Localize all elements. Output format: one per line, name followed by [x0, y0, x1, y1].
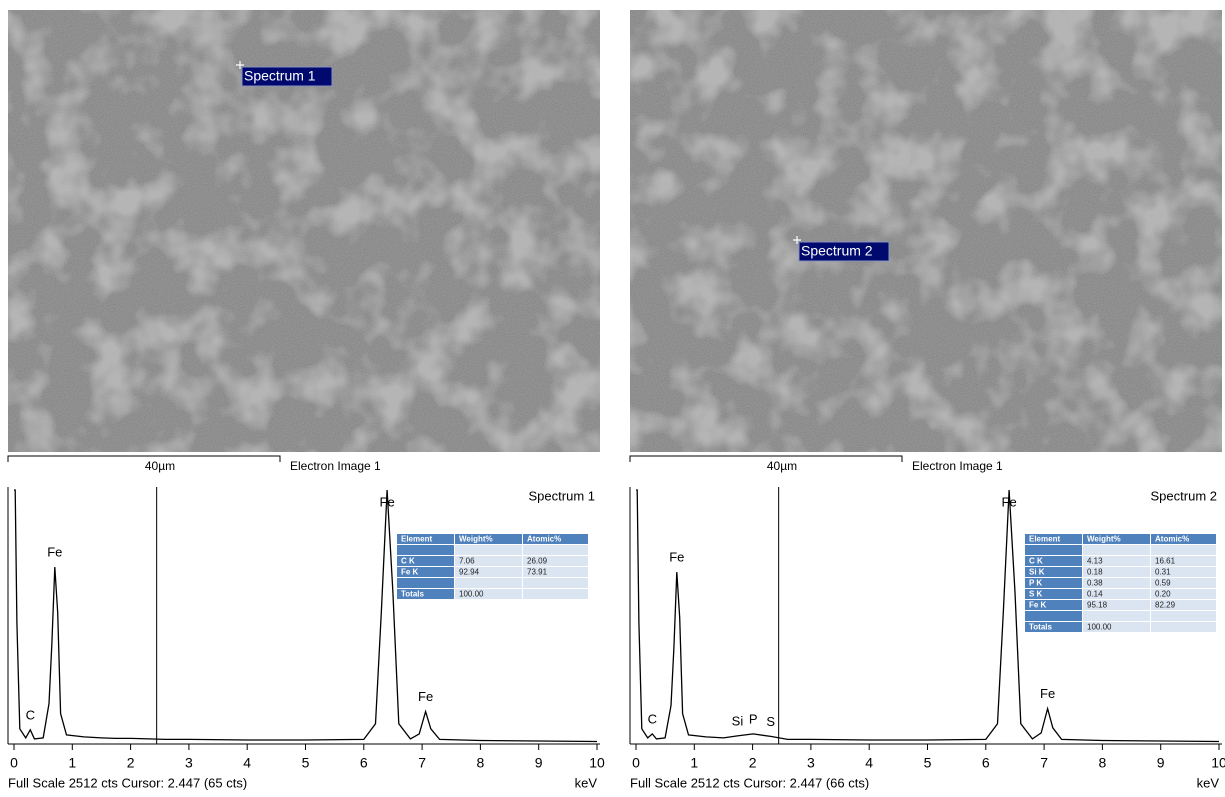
footer: Full Scale 2512 cts Cursor: 2.447 (66 ct…: [630, 775, 869, 790]
image-label: Electron Image 1: [912, 459, 1003, 473]
table-cell: [1151, 545, 1216, 555]
table-text: 82.29: [1155, 601, 1176, 610]
x-tick-label: 2: [749, 755, 757, 771]
table-text: Weight%: [459, 535, 493, 544]
table-text: 0.20: [1155, 590, 1171, 599]
table-cell: [397, 545, 454, 555]
spectrum-line: [14, 490, 597, 742]
peak-label: Fe: [669, 550, 684, 565]
x-tick-label: 10: [1211, 755, 1225, 771]
x-tick-label: 4: [865, 755, 873, 771]
x-tick-label: 6: [360, 755, 368, 771]
table-cell: [1025, 545, 1082, 555]
table-text: 0.14: [1087, 590, 1103, 599]
table-text: 100.00: [459, 590, 484, 599]
footer: Full Scale 2512 cts Cursor: 2.447 (65 ct…: [8, 775, 247, 790]
x-tick-label: 7: [418, 755, 426, 771]
table-text: 0.59: [1155, 579, 1171, 588]
scale-label: 40µm: [767, 459, 797, 473]
peak-label: P: [749, 711, 758, 726]
peak-label: C: [26, 707, 35, 722]
table-text: 73.91: [527, 568, 548, 577]
x-axis-label: keV: [1197, 775, 1220, 790]
x-tick-label: 8: [1099, 755, 1107, 771]
table-cell: [1151, 622, 1216, 632]
table-cell: [1025, 611, 1082, 621]
image-label: Electron Image 1: [290, 459, 381, 473]
table-text: Weight%: [1087, 535, 1121, 544]
x-tick-label: 9: [535, 755, 543, 771]
table-text: Totals: [1029, 623, 1053, 632]
table-text: Atomic%: [1155, 535, 1189, 544]
peak-label: C: [648, 711, 657, 726]
table-text: 16.61: [1155, 557, 1176, 566]
figure: Spectrum 1 40µm Electron Image 1 Spectrum 2…: [0, 0, 1225, 792]
x-tick-label: 6: [982, 755, 990, 771]
peak-label: Fe: [380, 494, 395, 509]
table-text: 0.38: [1087, 579, 1103, 588]
table-text: C K: [1029, 557, 1043, 566]
table-cell: [1151, 611, 1216, 621]
x-tick-label: 3: [185, 755, 193, 771]
peak-label: Fe: [47, 544, 62, 559]
x-tick-label: 10: [589, 755, 605, 771]
table-cell: [455, 578, 522, 588]
table-text: Atomic%: [527, 535, 561, 544]
x-axis-label: keV: [575, 775, 598, 790]
table-text: 0.31: [1155, 568, 1171, 577]
x-tick-label: 5: [924, 755, 932, 771]
table-cell: [397, 578, 454, 588]
chart-title: Spectrum 1: [529, 488, 595, 503]
x-tick-label: 9: [1157, 755, 1165, 771]
table-text: Fe K: [401, 568, 419, 577]
x-tick-label: 4: [243, 755, 251, 771]
x-tick-label: 0: [632, 755, 640, 771]
x-tick-label: 7: [1040, 755, 1048, 771]
table-text: Totals: [401, 590, 425, 599]
sem-image: [630, 10, 1222, 452]
x-tick-label: 5: [302, 755, 310, 771]
table-cell: [523, 545, 588, 555]
table-text: Element: [401, 535, 432, 544]
peak-label: Fe: [1040, 686, 1055, 701]
table-text: S K: [1029, 590, 1043, 599]
table-text: 7.06: [459, 557, 475, 566]
table-text: 0.18: [1087, 568, 1103, 577]
marker-label: Spectrum 2: [801, 243, 873, 259]
table-text: 26.09: [527, 557, 548, 566]
chart-title: Spectrum 2: [1151, 488, 1217, 503]
table-text: 100.00: [1087, 623, 1112, 632]
table-cell: [1083, 545, 1150, 555]
table-cell: [1083, 611, 1150, 621]
table-text: 95.18: [1087, 601, 1108, 610]
x-tick-label: 0: [10, 755, 18, 771]
x-tick-label: 1: [690, 755, 698, 771]
table-text: 4.13: [1087, 557, 1103, 566]
scale-label: 40µm: [145, 459, 175, 473]
table-cell: [455, 545, 522, 555]
peak-label: Fe: [1002, 494, 1017, 509]
table-text: P K: [1029, 579, 1042, 588]
table-cell: [523, 578, 588, 588]
peak-label: Si: [732, 713, 744, 728]
table-text: Si K: [1029, 568, 1045, 577]
table-text: 92.94: [459, 568, 480, 577]
x-tick-label: 3: [807, 755, 815, 771]
x-tick-label: 1: [68, 755, 76, 771]
table-text: C K: [401, 557, 415, 566]
x-tick-label: 2: [127, 755, 135, 771]
table-text: Fe K: [1029, 601, 1047, 610]
marker-label: Spectrum 1: [244, 68, 316, 84]
peak-label: S: [766, 714, 775, 729]
table-text: Element: [1029, 535, 1060, 544]
table-cell: [523, 589, 588, 599]
peak-label: Fe: [418, 689, 433, 704]
x-tick-label: 8: [477, 755, 485, 771]
